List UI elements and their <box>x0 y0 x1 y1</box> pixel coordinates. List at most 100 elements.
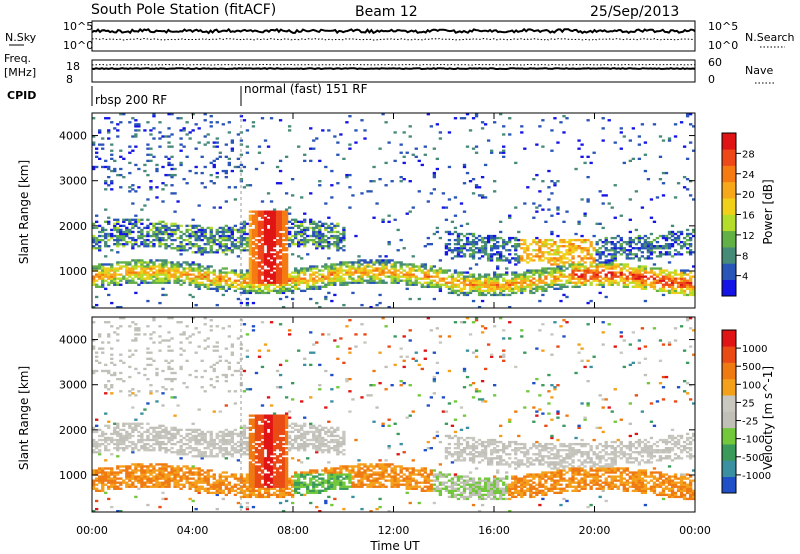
power-cell <box>556 234 560 238</box>
power-cell <box>348 206 352 209</box>
power-cell <box>122 243 126 246</box>
velocity-cell <box>116 422 120 425</box>
power-cell <box>125 263 129 266</box>
power-cell <box>318 232 322 236</box>
power-cell <box>679 230 684 234</box>
power-cell <box>191 261 195 264</box>
power-cell <box>471 257 476 260</box>
power-cell <box>517 289 521 293</box>
power-cell <box>263 255 268 258</box>
velocity-cell <box>128 465 132 468</box>
power-cell <box>471 238 476 242</box>
power-cell <box>520 238 524 242</box>
power-cell <box>471 287 476 291</box>
power-cell <box>251 220 256 223</box>
power-cell <box>354 271 358 274</box>
power-cell <box>215 289 219 293</box>
velocity-cell <box>98 479 102 482</box>
velocity-cell <box>164 463 168 466</box>
power-cell <box>535 240 539 244</box>
power-cell <box>607 202 611 205</box>
power-cell <box>598 238 602 242</box>
power-cell <box>315 234 319 238</box>
power-cell <box>526 277 530 280</box>
power-cell <box>604 236 608 240</box>
power-cell <box>113 167 117 171</box>
velocity-cell <box>224 447 228 450</box>
power-cell <box>200 281 204 284</box>
power-cell <box>239 163 244 167</box>
power-cell <box>260 238 265 242</box>
power-cell <box>281 255 286 258</box>
power-cell <box>272 212 277 215</box>
power-cell <box>312 232 316 236</box>
power-cell <box>179 129 183 132</box>
power-cell <box>456 249 461 252</box>
velocity-cell <box>212 473 216 476</box>
power-cell <box>345 271 349 274</box>
power-cell <box>248 238 253 242</box>
power-cell <box>101 265 105 268</box>
velocity-cell <box>188 436 192 440</box>
power-cell <box>182 232 186 236</box>
power-cell <box>152 226 156 230</box>
power-cell <box>303 212 307 215</box>
velocity-cell <box>125 444 129 448</box>
power-cell <box>619 147 623 150</box>
power-cell <box>260 267 265 270</box>
power-cell <box>459 277 464 280</box>
power-cell <box>634 273 639 276</box>
velocity-cell <box>158 473 162 476</box>
power-cell <box>688 275 693 278</box>
power-cell <box>203 165 207 169</box>
power-cell <box>676 285 681 288</box>
velocity-cell <box>128 394 132 397</box>
power-cell <box>483 247 488 250</box>
power-cell <box>315 232 319 236</box>
power-cell <box>471 277 476 280</box>
power-cell <box>281 259 286 262</box>
power-cell <box>571 255 575 258</box>
velocity-cell <box>203 438 207 442</box>
velocity-cell <box>116 465 120 468</box>
power-cell <box>318 287 322 291</box>
power-cell <box>682 273 687 276</box>
power-cell <box>565 281 569 284</box>
power-cell <box>284 228 289 232</box>
power-cell <box>113 267 117 270</box>
velocity-cell <box>206 469 210 472</box>
velocity-cell <box>152 471 156 474</box>
velocity-cell <box>224 451 228 454</box>
power-cell <box>471 147 476 150</box>
velocity-cell <box>209 384 213 387</box>
power-cell <box>399 271 403 274</box>
velocity-cell <box>212 438 216 442</box>
power-cell <box>92 281 96 284</box>
power-cell <box>649 253 654 256</box>
power-cell <box>113 275 117 278</box>
power-cell <box>583 269 587 272</box>
power-cell <box>303 289 307 293</box>
power-cell <box>499 289 503 293</box>
power-cell <box>269 200 274 203</box>
power-cell <box>242 273 247 276</box>
power-cell <box>502 125 506 128</box>
power-cell <box>327 271 331 274</box>
power-cell <box>263 259 268 262</box>
power-cell <box>474 251 479 254</box>
velocity-cell <box>215 375 219 379</box>
velocity-cell <box>206 481 210 484</box>
velocity-cell <box>98 469 102 472</box>
power-cell <box>574 167 578 171</box>
power-cell <box>137 129 141 132</box>
power-cell <box>447 247 452 250</box>
power-cell <box>263 228 268 232</box>
power-cell <box>496 267 500 270</box>
power-cell <box>101 165 105 169</box>
power-cell <box>158 271 162 274</box>
power-cell <box>278 269 283 272</box>
velocity-cell <box>149 481 153 484</box>
velocity-cell <box>155 400 159 403</box>
velocity-cell <box>104 467 108 470</box>
velocity-cell <box>164 485 168 488</box>
